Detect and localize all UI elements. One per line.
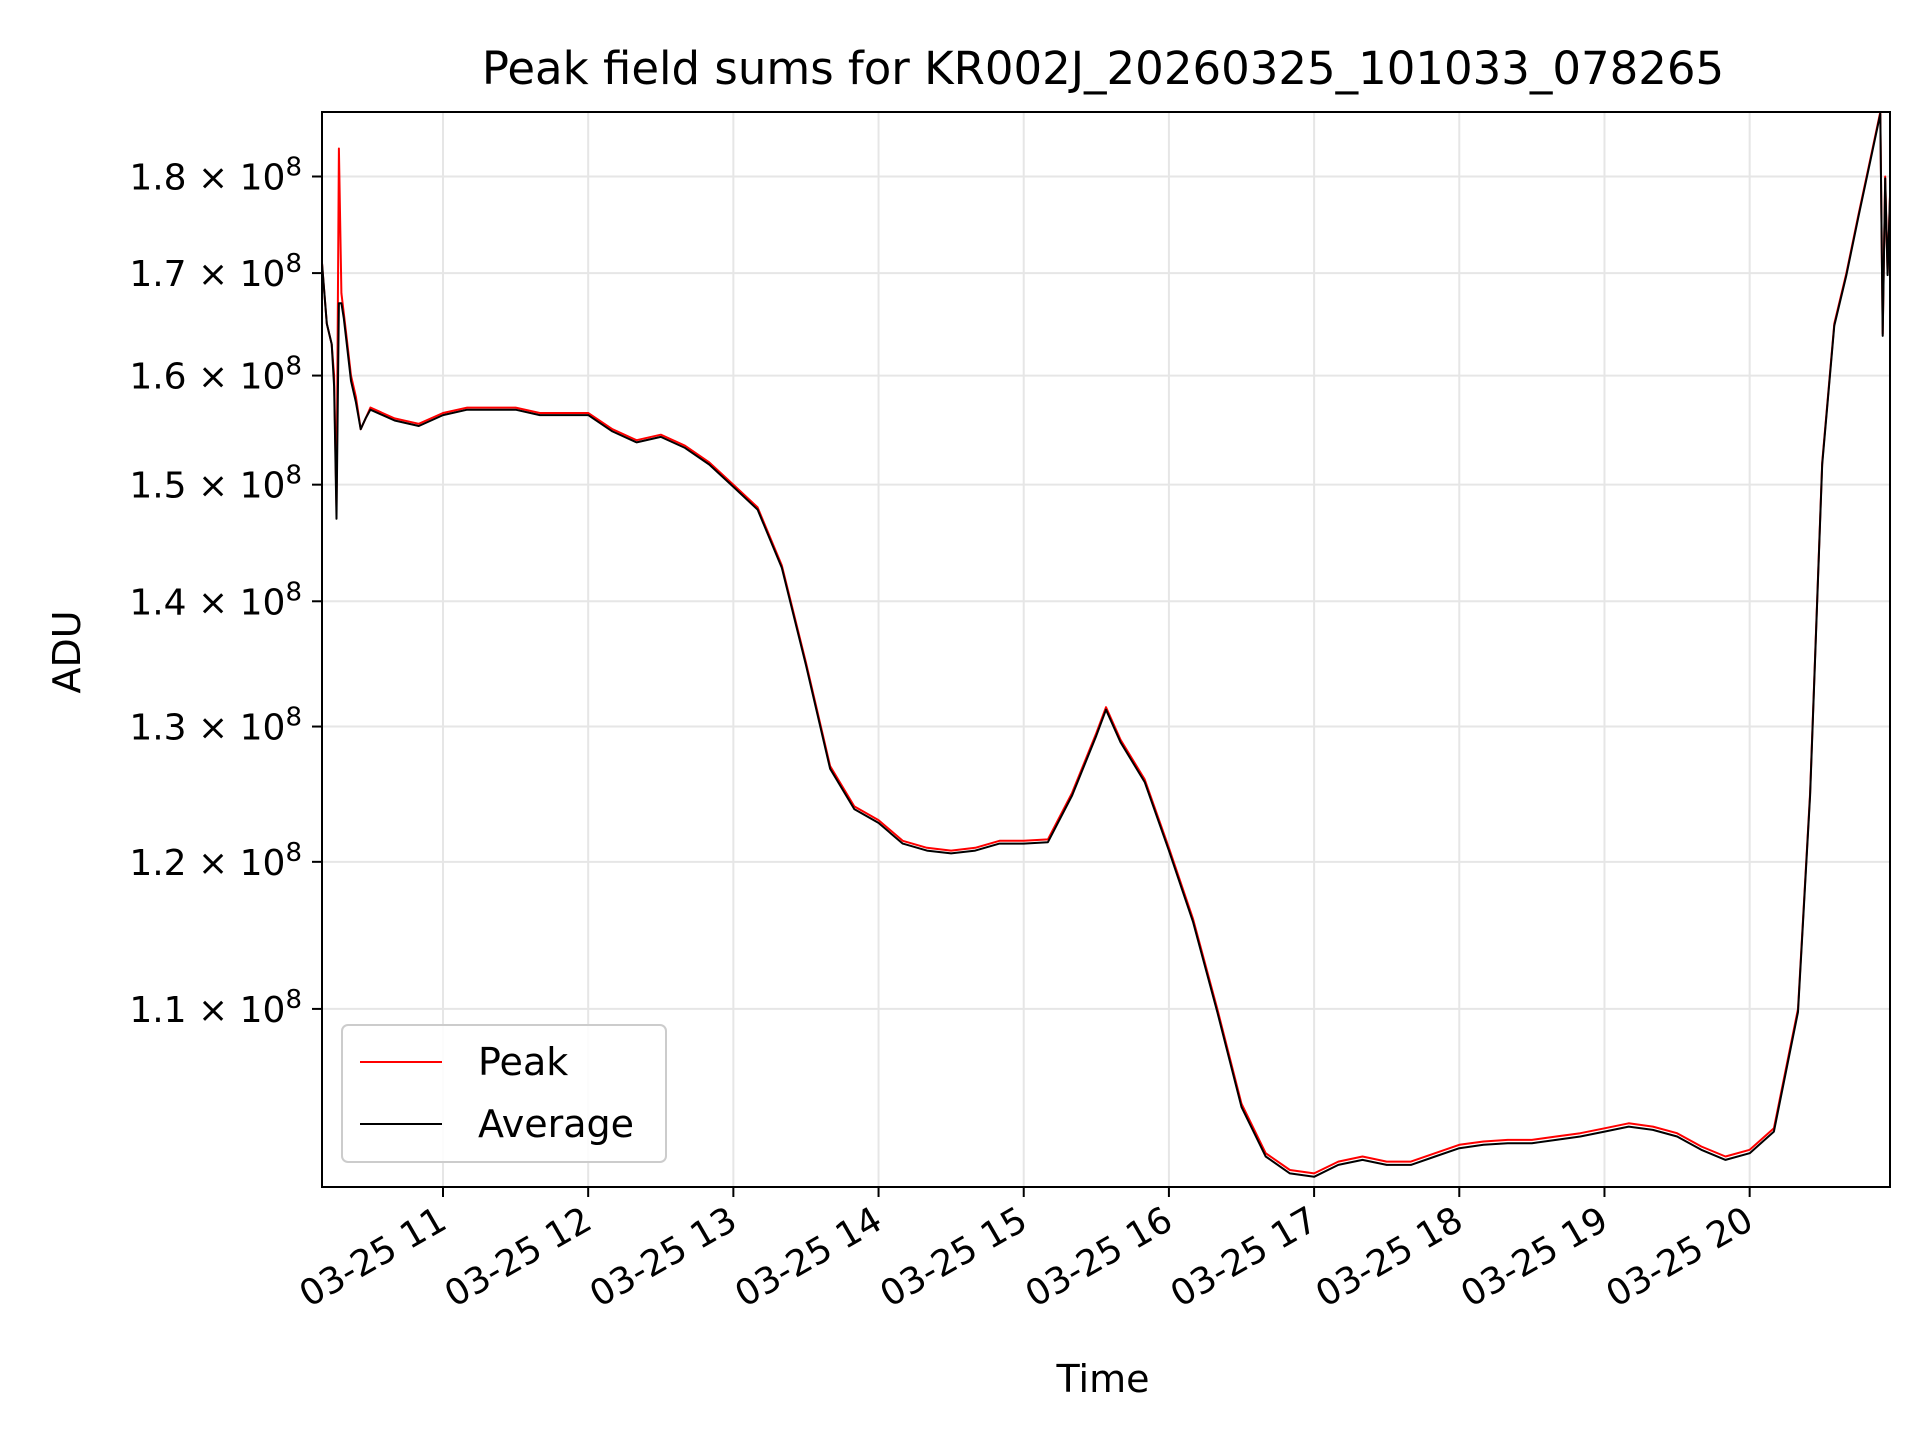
y-tick-exponent: 8 (285, 985, 302, 1015)
series-line-average (321, 112, 1891, 1178)
grid (322, 112, 1890, 1187)
y-tick-mantissa: 1.5 (129, 466, 186, 507)
series-line-peak (321, 111, 1891, 1175)
y-tick-exponent: 8 (285, 577, 302, 607)
y-tick-label-text: 1.3 × 108 (129, 703, 302, 749)
y-tick-mantissa: 1.3 (129, 708, 186, 749)
legend-box (341, 1024, 667, 1163)
y-tick-label: 1.1 × 108 (129, 985, 302, 1031)
plot-frame (321, 111, 1891, 1188)
y-tick-exponent: 8 (285, 352, 302, 382)
y-tick-label: 1.8 × 108 (129, 152, 302, 198)
y-tick-label-text: 1.4 × 108 (129, 577, 302, 623)
y-tick-label: 1.4 × 108 (129, 577, 302, 623)
chart-title: Peak field sums for KR002J_20260325_1010… (482, 42, 1724, 95)
y-tick-label: 1.2 × 108 (129, 838, 302, 884)
legend-label-peak: Peak (478, 1040, 568, 1084)
series-layer (321, 111, 1891, 1178)
y-tick-label-text: 1.7 × 108 (129, 249, 302, 295)
y-tick-mantissa: 1.7 (129, 254, 186, 295)
y-tick-label-text: 1.2 × 108 (129, 838, 302, 884)
y-tick-exponent: 8 (285, 152, 302, 182)
y-tick-label-text: 1.6 × 108 (129, 352, 302, 398)
y-tick-mantissa: 1.8 (129, 157, 186, 198)
y-tick-mantissa: 1.2 (129, 843, 186, 884)
y-tick-label: 1.3 × 108 (129, 703, 302, 749)
y-tick-exponent: 8 (285, 703, 302, 733)
y-tick-label-text: 1.5 × 108 (129, 461, 302, 507)
x-axis-label: Time (1056, 1357, 1150, 1401)
legend: Peak Average (341, 1024, 667, 1163)
y-tick-label: 1.5 × 108 (129, 461, 302, 507)
y-tick-label: 1.6 × 108 (129, 352, 302, 398)
legend-label-average: Average (478, 1102, 634, 1146)
y-tick-label: 1.7 × 108 (129, 249, 302, 295)
y-tick-mantissa: 1.1 (129, 990, 186, 1031)
y-tick-exponent: 8 (285, 838, 302, 868)
y-axis: 1.1 × 108 1.2 × 108 1.3 × 108 1.4 × 108 1.5 … (129, 152, 322, 1031)
y-tick-label-text: 1.8 × 108 (129, 152, 302, 198)
y-tick-mantissa: 1.6 (129, 357, 186, 398)
y-tick-label-text: 1.1 × 108 (129, 985, 302, 1031)
y-tick-exponent: 8 (285, 249, 302, 279)
y-axis-label: ADU (45, 610, 89, 693)
y-tick-mantissa: 1.4 (129, 582, 186, 623)
y-tick-exponent: 8 (285, 461, 302, 491)
